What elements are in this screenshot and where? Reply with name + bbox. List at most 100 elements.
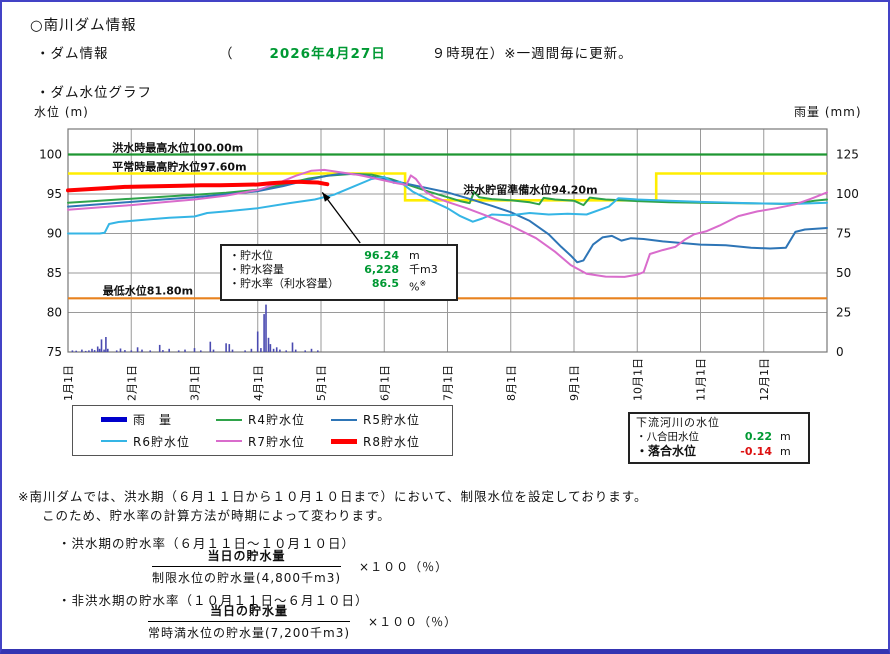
callout-unit-note: ※ <box>419 279 427 288</box>
svg-text:75: 75 <box>836 227 851 241</box>
note-line-2: このため、貯水率の計算方法が時期によって変わります。 <box>42 508 391 523</box>
legend-label: 雨 量 <box>133 413 173 428</box>
fraction: 当日の貯水量 常時満水位の貯水量(7,200千m3) <box>148 602 351 641</box>
legend-item-r6: R6貯水位 <box>101 433 216 450</box>
callout-arrow <box>321 192 361 244</box>
callout-unit: %※ <box>409 279 427 294</box>
svg-text:90: 90 <box>47 227 62 241</box>
r6-line-swatch-icon <box>101 440 127 443</box>
callout-label: ・貯水容量 <box>229 263 284 276</box>
callout-unit: 千m3 <box>409 263 438 276</box>
svg-text:80: 80 <box>47 306 62 320</box>
downstream-value: -0.14 <box>740 445 772 458</box>
svg-text:100: 100 <box>39 148 62 162</box>
svg-text:5月1日: 5月1日 <box>315 365 328 401</box>
r7-line-swatch-icon <box>216 440 242 443</box>
note-line-1: ※南川ダムでは、洪水期（６月１１日から１０月１０日まで）において、制限水位を設定… <box>18 489 648 504</box>
svg-text:25: 25 <box>836 306 851 320</box>
series-R8貯水位 <box>66 179 330 193</box>
svg-text:100: 100 <box>836 187 859 201</box>
rain-bars <box>71 304 319 352</box>
dam-level-chart: 100 95 90 85 80 75 125 100 75 50 25 0 1月1日 2月1日 3月1日 4月… <box>39 128 859 401</box>
left-axis-title: 水位 (m) <box>34 105 89 119</box>
downstream-unit: m <box>780 430 791 443</box>
fraction: 当日の貯水量 制限水位の貯水量(4,800千m3) <box>152 547 342 586</box>
svg-text:最低水位81.80m: 最低水位81.80m <box>103 283 193 297</box>
svg-text:125: 125 <box>836 148 859 162</box>
multiplier: ×１００（％） <box>368 615 458 629</box>
legend-label: R6貯水位 <box>133 434 190 449</box>
right-axis-tick-labels: 125 100 75 50 25 0 <box>836 148 859 360</box>
fraction-denominator: 制限水位の貯水量(4,800千m3) <box>152 571 342 585</box>
nonflood-ratio-title: ・非洪水期の貯水率（１０月１１日～６月１０日） <box>58 593 369 608</box>
downstream-row: ・落合水位 -0.14 m <box>636 444 802 459</box>
legend-item-r4: R4貯水位 <box>216 411 331 428</box>
svg-text:7月1日: 7月1日 <box>442 365 455 401</box>
svg-text:0: 0 <box>836 345 844 359</box>
nonflood-ratio-formula: 当日の貯水量 常時満水位の貯水量(7,200千m3) ×１００（％） <box>148 602 457 641</box>
callout-value: 86.5 <box>371 277 399 290</box>
flood-ratio-formula: 当日の貯水量 制限水位の貯水量(4,800千m3) ×１００（％） <box>152 547 448 586</box>
svg-text:6月1日: 6月1日 <box>378 365 391 401</box>
dam-info-label: ・ダム情報 <box>36 46 109 62</box>
svg-text:95: 95 <box>47 187 62 201</box>
r4-line-swatch-icon <box>216 418 242 421</box>
page-title: ○南川ダム情報 <box>30 18 137 34</box>
svg-text:10月1日: 10月1日 <box>631 358 644 401</box>
right-axis-title: 雨量 (mm) <box>794 105 862 119</box>
dam-info-date: 2026年4月27日 <box>269 46 386 62</box>
svg-text:4月1日: 4月1日 <box>252 365 265 401</box>
downstream-label: ・八合田水位 <box>636 431 699 443</box>
downstream-label: ・落合水位 <box>636 444 697 458</box>
callout-unit: m <box>409 249 420 262</box>
legend-item-rain: 雨 量 <box>101 411 216 428</box>
downstream-row: ・八合田水位 0.22 m <box>636 430 802 444</box>
legend-label: R7貯水位 <box>248 434 305 449</box>
svg-text:12月1日: 12月1日 <box>758 358 771 401</box>
svg-text:85: 85 <box>47 266 62 280</box>
current-values-callout: ・貯水位 96.24 m ・貯水容量 6,228 千m3 ・貯水率（利水容量） … <box>220 244 458 301</box>
flood-ratio-title: ・洪水期の貯水率（６月１１日～１０月１０日） <box>58 536 356 551</box>
callout-value: 96.24 <box>364 249 399 262</box>
svg-text:1月1日: 1月1日 <box>62 365 75 401</box>
fraction-numerator: 当日の貯水量 <box>148 602 351 622</box>
svg-text:8月1日: 8月1日 <box>505 365 518 401</box>
legend-item-r7: R7貯水位 <box>216 433 331 450</box>
r8-line-swatch-icon <box>331 438 357 444</box>
dam-info-suffix: ９時現在）※一週間毎に更新。 <box>431 46 633 62</box>
series-R5貯水位 <box>67 172 828 264</box>
paren-open: （ <box>219 46 234 62</box>
downstream-river-levels-box: 下流河川の水位 ・八合田水位 0.22 m ・落合水位 -0.14 m <box>628 412 810 464</box>
svg-text:9月1日: 9月1日 <box>568 365 581 401</box>
svg-text:洪水貯留準備水位94.20m: 洪水貯留準備水位94.20m <box>463 183 597 197</box>
svg-text:洪水時最高水位100.00m: 洪水時最高水位100.00m <box>112 140 243 154</box>
x-axis-labels: 1月1日 2月1日 3月1日 4月1日 5月1日 6月1日 7月1日 8月1日 9月1日 10月1… <box>62 358 771 401</box>
graph-section-title: ・ダム水位グラフ <box>36 85 152 101</box>
svg-text:11月1日: 11月1日 <box>695 358 708 401</box>
multiplier: ×１００（％） <box>359 560 449 574</box>
legend-label: R5貯水位 <box>363 413 420 428</box>
rain-swatch-icon <box>101 417 127 423</box>
fraction-numerator: 当日の貯水量 <box>152 547 342 567</box>
svg-text:平常時最高貯水位97.60m: 平常時最高貯水位97.60m <box>112 159 246 173</box>
dam-info-row: ・ダム情報 （ 2026年4月27日 ９時現在）※一週間毎に更新。 <box>36 42 633 62</box>
chart-annotations: 洪水時最高水位100.00m 平常時最高貯水位97.60m 洪水貯留準備水位94.2… <box>103 140 598 297</box>
callout-row: ・貯水位 96.24 m <box>229 249 449 263</box>
svg-text:3月1日: 3月1日 <box>189 365 202 401</box>
fraction-denominator: 常時満水位の貯水量(7,200千m3) <box>148 626 351 640</box>
downstream-value: 0.22 <box>744 430 772 443</box>
r5-line-swatch-icon <box>331 418 357 421</box>
svg-text:75: 75 <box>47 345 62 359</box>
callout-label: ・貯水位 <box>229 249 273 262</box>
callout-row: ・貯水容量 6,228 千m3 <box>229 263 449 277</box>
callout-value: 6,228 <box>364 263 399 276</box>
callout-row: ・貯水率（利水容量） 86.5 %※ <box>229 277 449 295</box>
legend-label: R4貯水位 <box>248 413 305 428</box>
svg-text:2月1日: 2月1日 <box>125 365 138 401</box>
legend-item-r8: R8貯水位 <box>331 433 446 450</box>
downstream-unit: m <box>780 445 791 458</box>
left-axis-tick-labels: 100 95 90 85 80 75 <box>39 148 62 360</box>
callout-label: ・貯水率（利水容量） <box>229 277 339 290</box>
legend-label: R8貯水位 <box>363 434 420 449</box>
